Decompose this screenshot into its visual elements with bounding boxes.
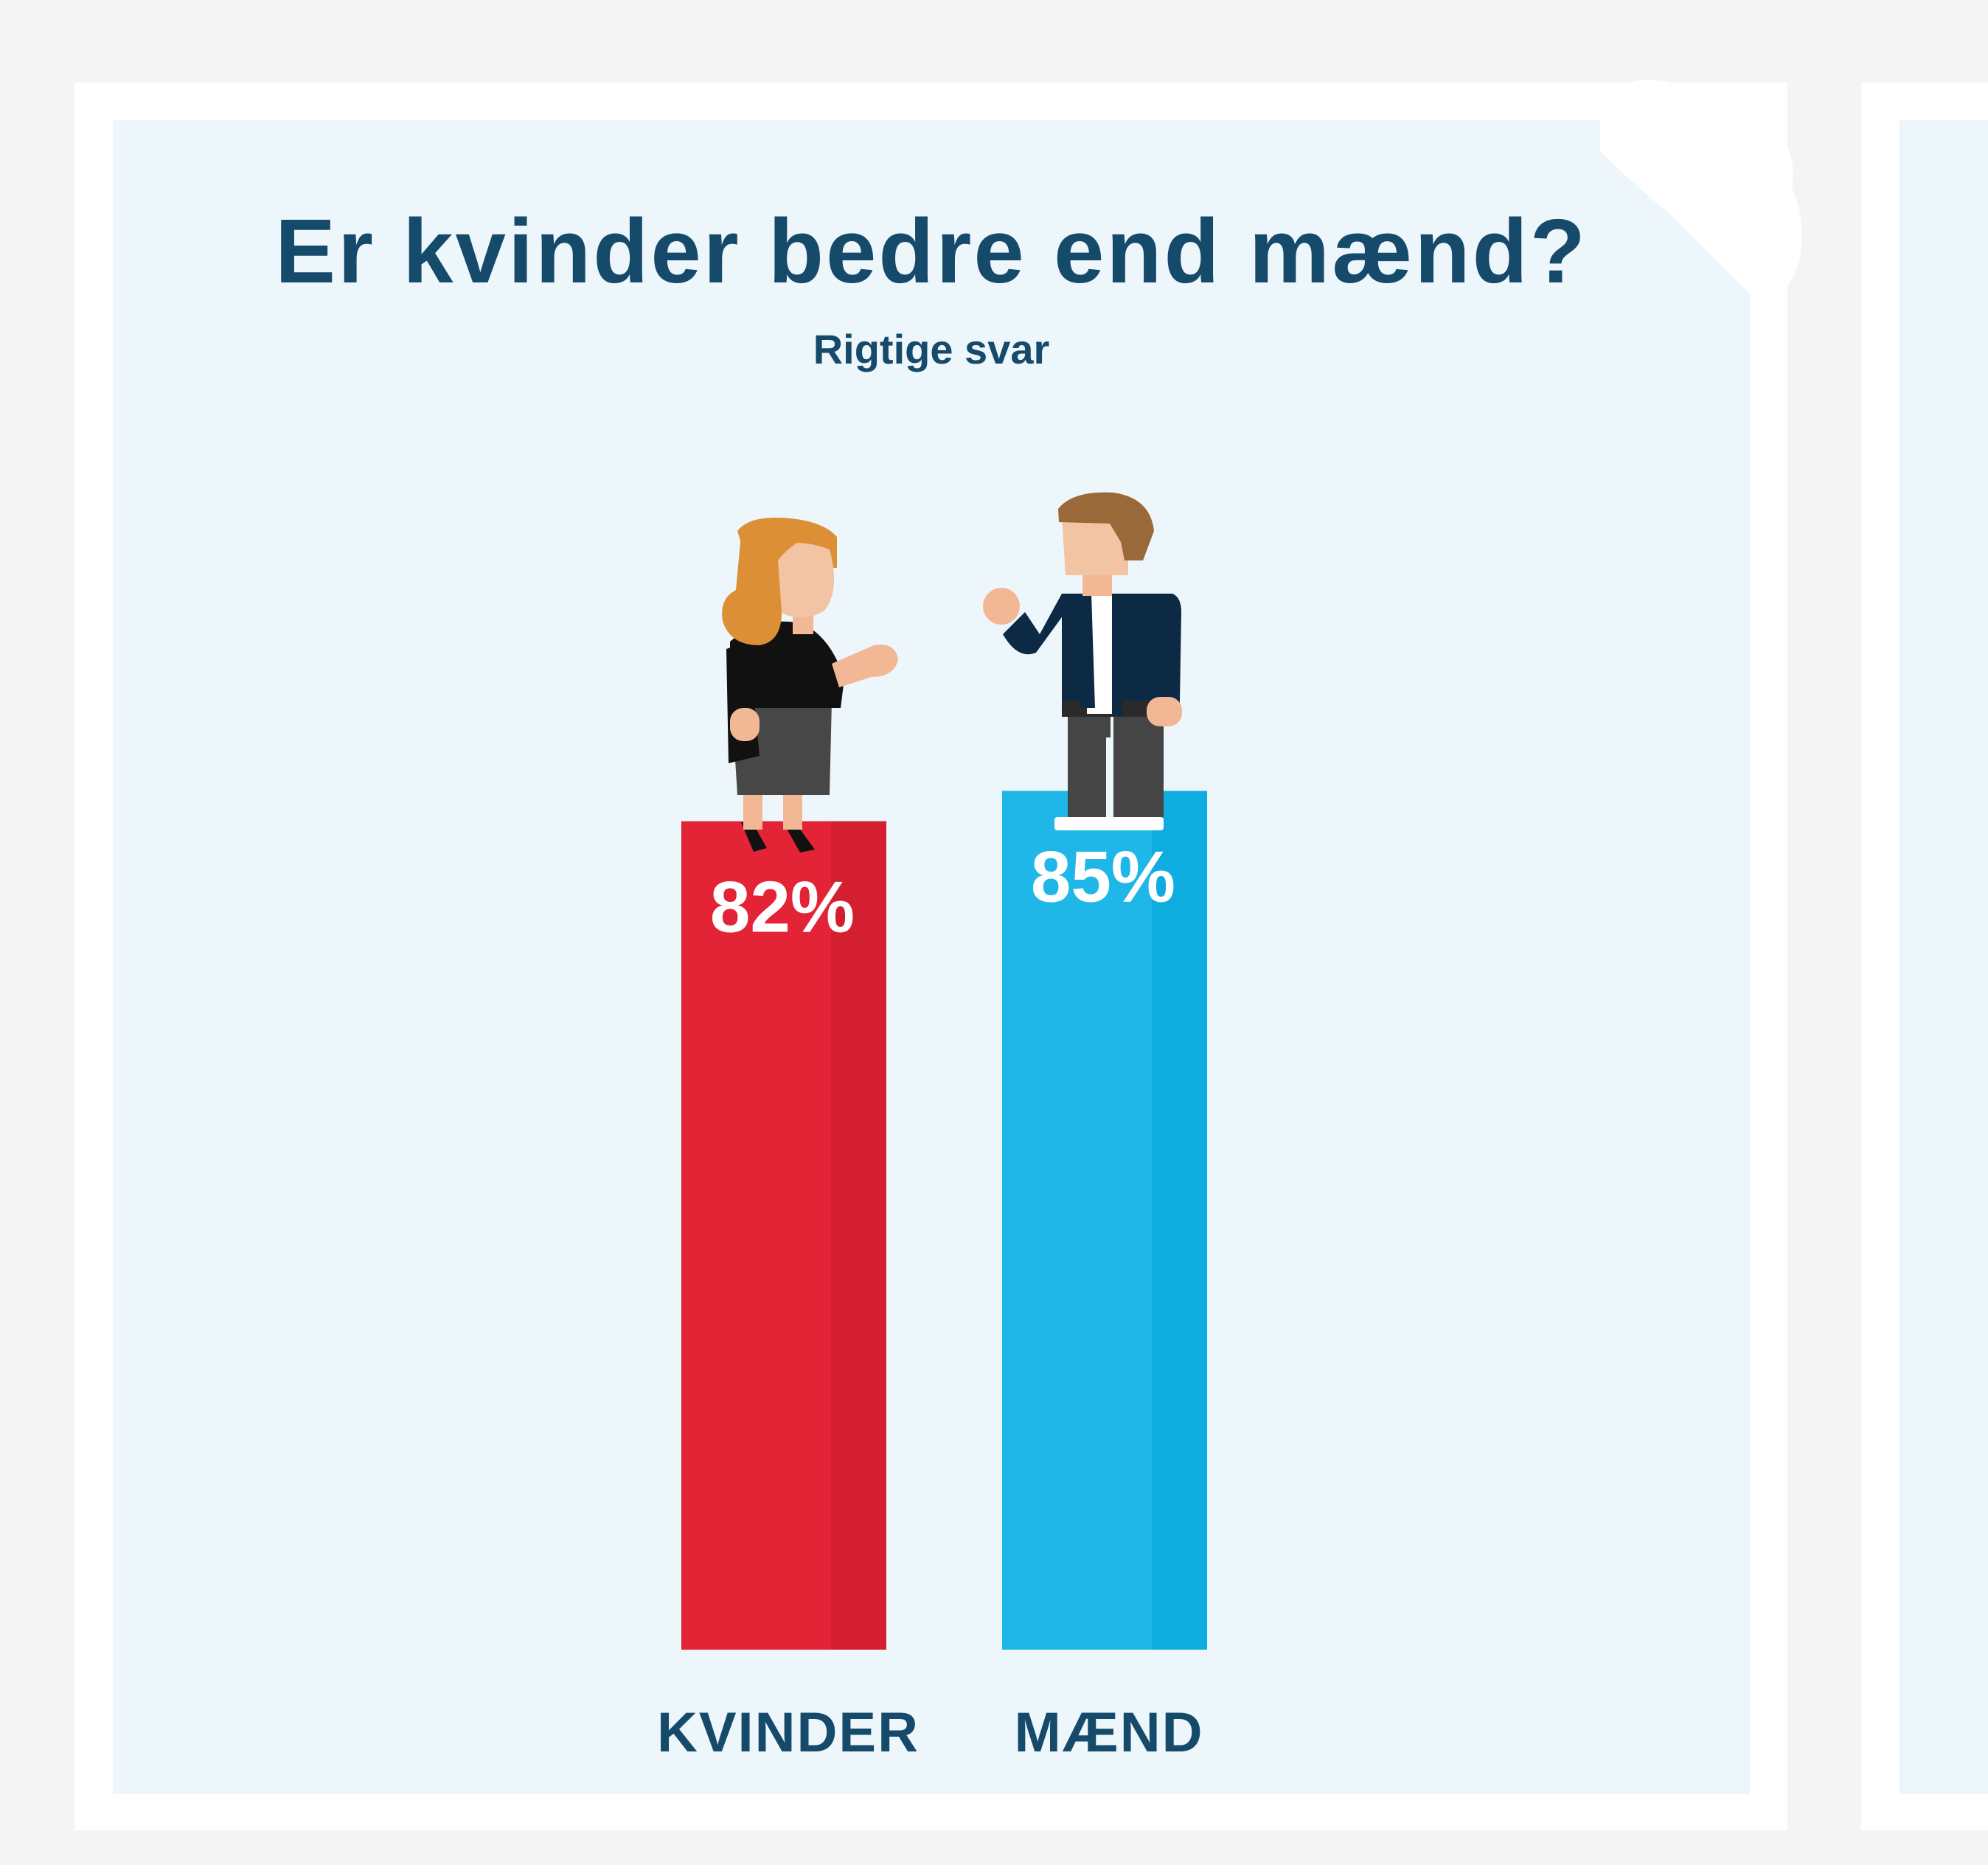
bar-shade: [831, 821, 886, 1650]
bar-value-label: 82%: [710, 866, 855, 948]
bar-mænd: 85%: [1002, 791, 1207, 1650]
bar-shade: [1152, 791, 1207, 1650]
bar-kvinder: 82%: [681, 821, 886, 1650]
next-card-panel: [1900, 120, 1988, 1794]
page-curl-decoration: [1600, 80, 1802, 300]
chart-panel: [113, 120, 1750, 1794]
chart-subtitle: Rigtige svar: [813, 326, 1050, 372]
category-label: MÆND: [1014, 1701, 1203, 1764]
man-figure-icon: [983, 492, 1182, 830]
category-label: KVINDER: [657, 1701, 920, 1764]
chart-title: Er kvinder bedre end mænd?: [275, 201, 1588, 302]
woman-figure-icon: [722, 517, 898, 852]
bar-value-label: 85%: [1031, 836, 1175, 917]
